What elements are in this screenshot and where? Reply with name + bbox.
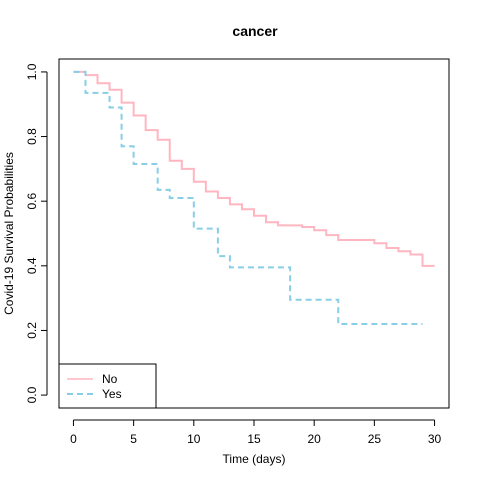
series-layer — [73, 70, 435, 325]
y-tick-label: 0.0 — [25, 386, 39, 403]
y-tick-label: 0.4 — [25, 257, 39, 274]
y-tick-label: 0.2 — [25, 322, 39, 339]
x-tick-label: 15 — [247, 432, 261, 446]
y-tick-label: 0.6 — [25, 193, 39, 210]
x-tick-label: 5 — [130, 432, 137, 446]
legend-label-yes: Yes — [102, 387, 122, 401]
series-line-yes — [73, 70, 423, 325]
legend-box — [58, 363, 157, 409]
y-axis-label: Covid-19 Survival Probabilities — [2, 152, 16, 315]
x-tick-label: 25 — [368, 432, 382, 446]
plot-frame — [58, 58, 450, 409]
x-tick-label: 10 — [187, 432, 201, 446]
x-tick-label: 30 — [428, 432, 442, 446]
legend-label-no: No — [102, 372, 118, 386]
chart-title: cancer — [232, 23, 278, 39]
y-axis: 0.0 0.2 0.4 0.6 0.8 1.0 — [25, 63, 48, 403]
x-tick-label: 0 — [70, 432, 77, 446]
x-tick-label: 20 — [308, 432, 322, 446]
legend: No Yes — [58, 363, 157, 409]
y-tick-label: 0.8 — [25, 128, 39, 145]
x-axis: 0 5 10 15 20 25 30 — [70, 419, 442, 446]
y-tick-label: 1.0 — [25, 63, 39, 80]
series-line-no — [73, 70, 435, 267]
x-axis-label: Time (days) — [223, 452, 286, 466]
